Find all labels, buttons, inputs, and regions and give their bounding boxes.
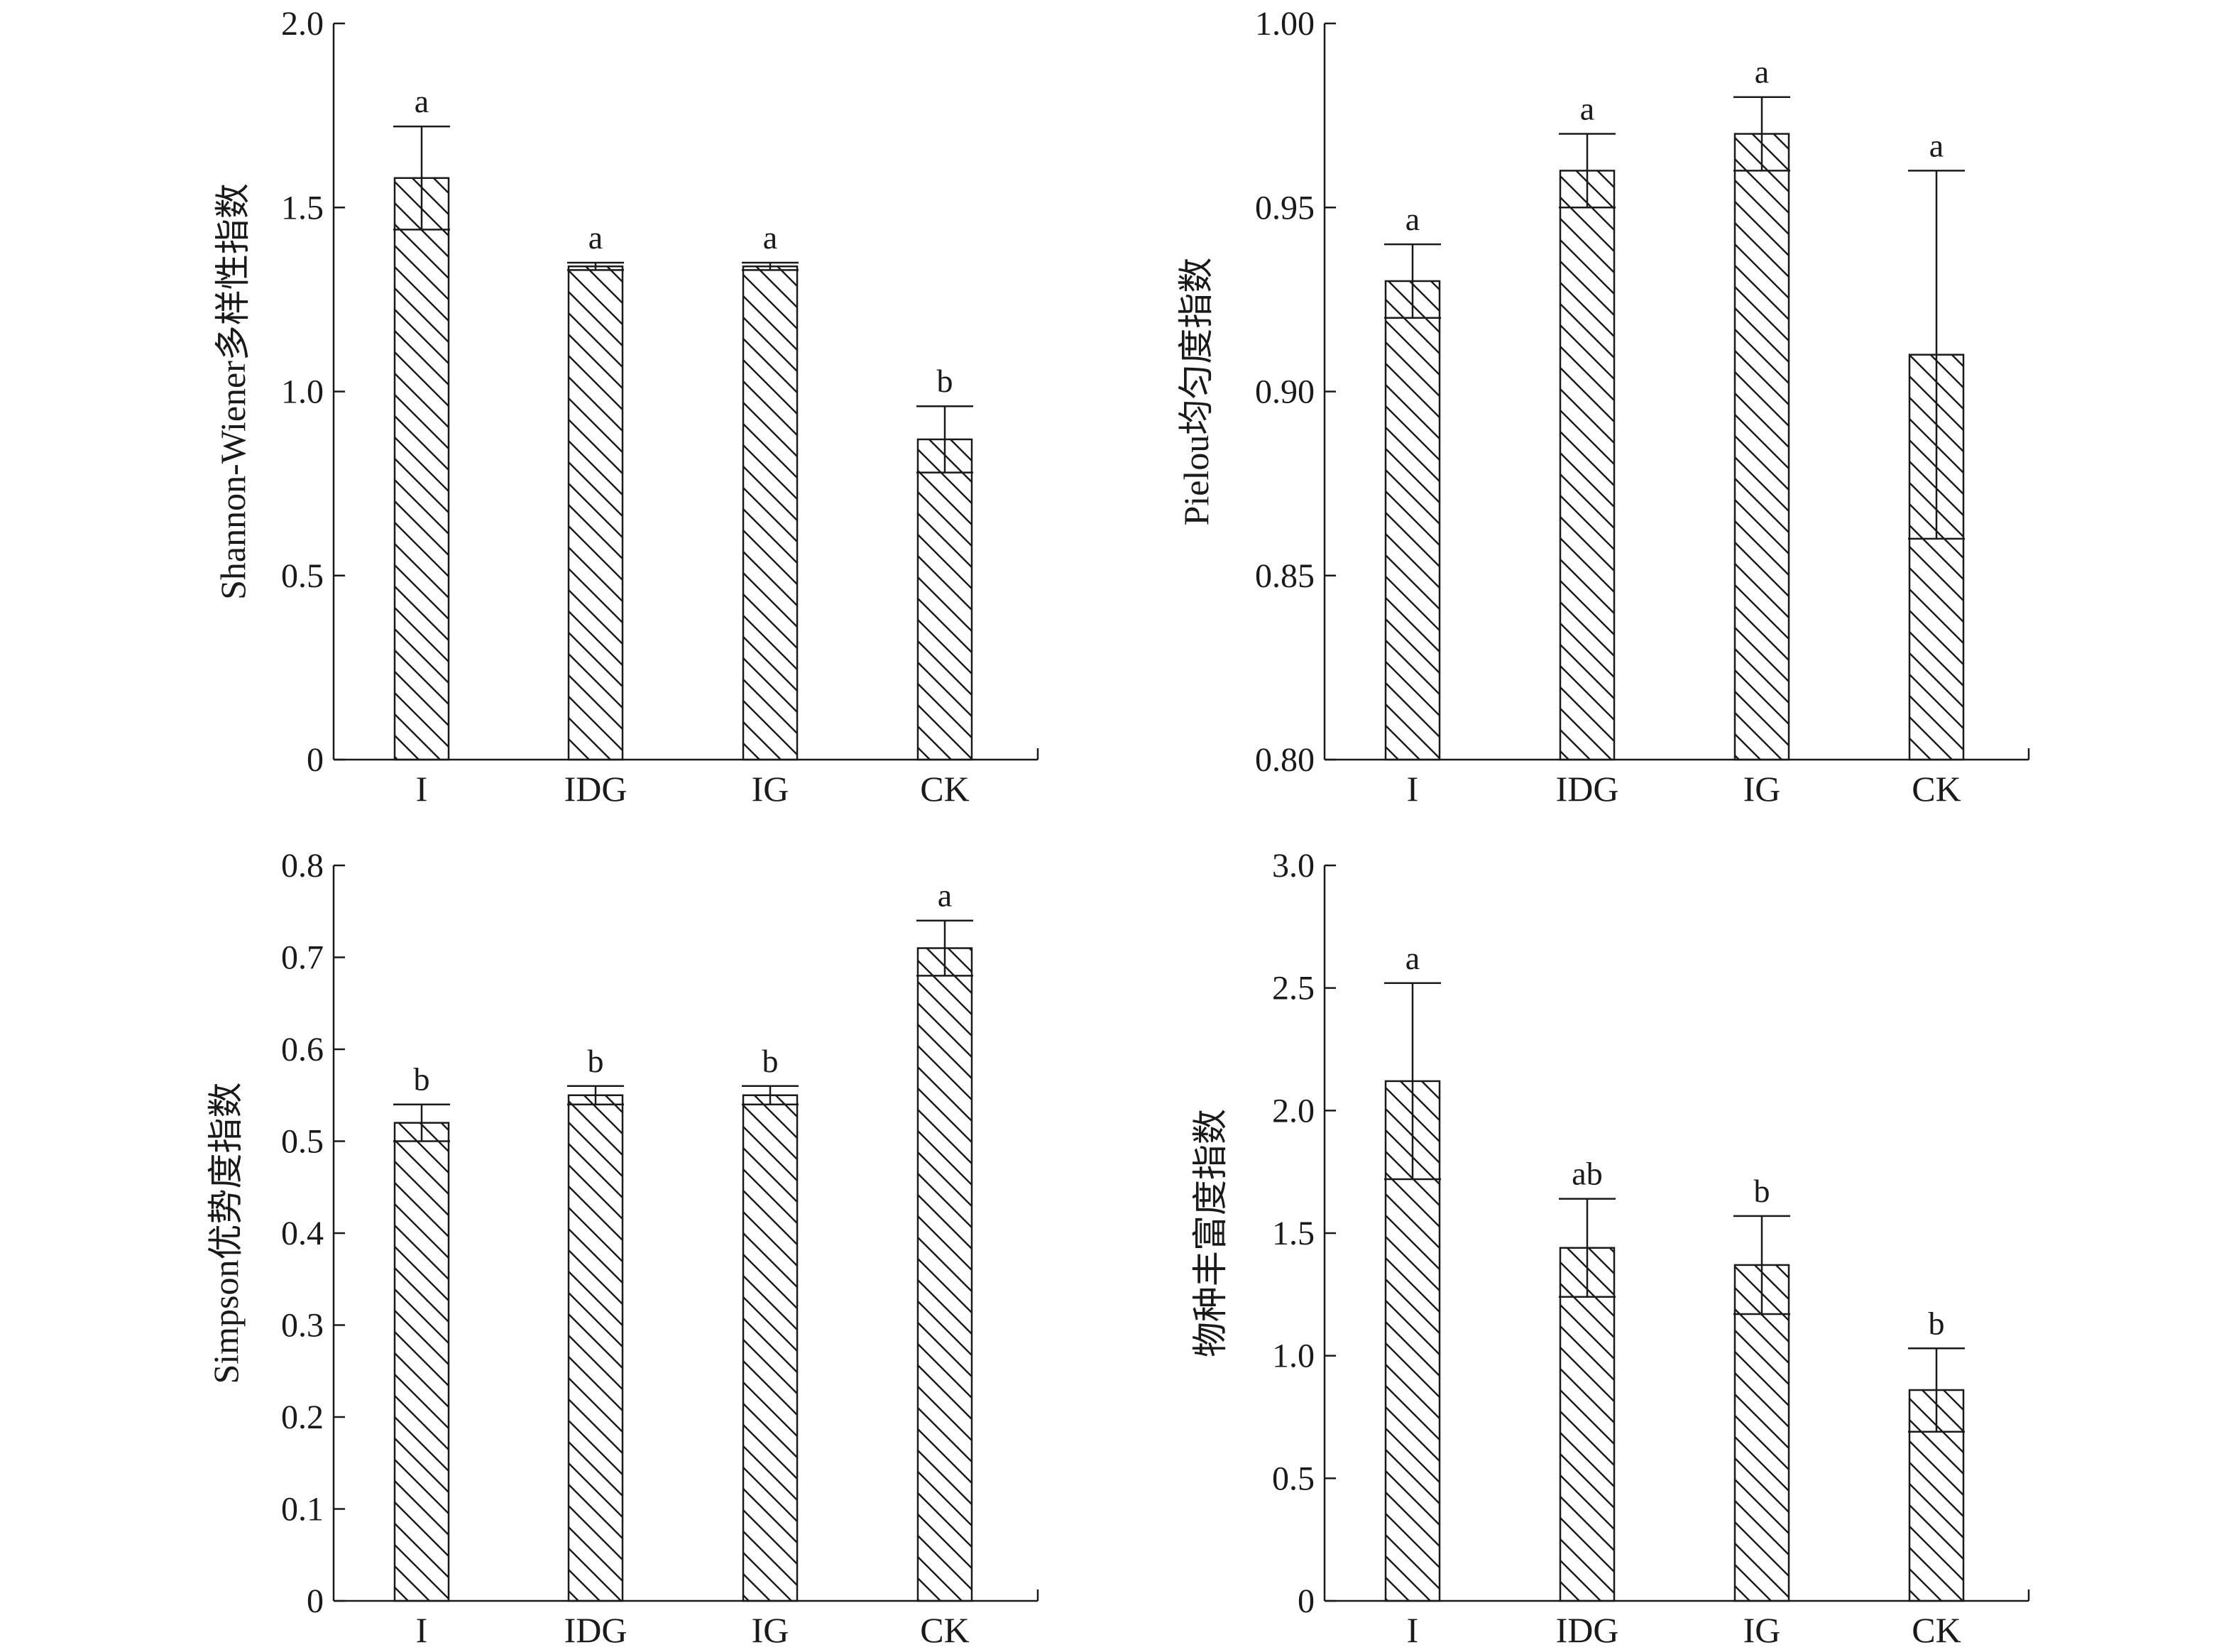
y-tick-label: 1.5 — [281, 189, 324, 226]
y-tick-label: 0.3 — [281, 1307, 324, 1345]
significance-label: a — [588, 219, 603, 256]
x-tick-label: IG — [1743, 1610, 1781, 1650]
bar-idg — [567, 265, 624, 761]
y-tick-label: 0.95 — [1255, 189, 1315, 226]
chart-panel-2: 0.80 0.85 0.90 0.95 1.00 Pielou均匀度指数 a Ia IDG a IG… — [1176, 5, 2030, 809]
y-tick-label: 0 — [1298, 1582, 1315, 1620]
x-tick-label: CK — [1912, 769, 1961, 809]
bar-i — [393, 177, 450, 761]
bar-ck — [916, 947, 973, 1602]
x-tick-label: I — [1407, 769, 1419, 809]
chart-panel-4: 0 0.5 1.0 1.5 2.0 2.5 3.0 物种丰富度指数 a Iab IDG b IG b CK — [1190, 847, 2030, 1650]
y-tick-label: 0.5 — [281, 1123, 324, 1161]
error-bar-idg — [567, 1085, 624, 1105]
y-tick-label: 0.1 — [281, 1491, 324, 1528]
x-tick-label: CK — [920, 1610, 969, 1650]
y-tick-label: 3.0 — [1272, 847, 1315, 885]
error-bar-i — [1384, 243, 1441, 319]
y-tick-label: 2.5 — [1272, 970, 1315, 1007]
significance-label: a — [1755, 54, 1769, 90]
significance-label: b — [1754, 1173, 1770, 1209]
y-tick-label: 0.8 — [281, 847, 324, 885]
x-tick-label: CK — [1912, 1610, 1961, 1650]
y-tick-label: 0.80 — [1255, 741, 1315, 779]
x-tick-label: IDG — [564, 769, 627, 809]
y-tick-label: 2.0 — [1272, 1092, 1315, 1129]
y-tick-label: 0.4 — [281, 1215, 324, 1252]
error-bar-ck — [1908, 1347, 1965, 1433]
y-tick-label: 0 — [307, 741, 324, 779]
significance-label: b — [762, 1043, 779, 1079]
bar-ig — [1733, 1264, 1790, 1602]
y-tick-label: 0.6 — [281, 1031, 324, 1068]
error-bar-ig — [742, 1085, 799, 1105]
error-bar-ck — [916, 919, 973, 977]
significance-label: a — [1929, 127, 1944, 163]
significance-label: a — [1405, 940, 1420, 976]
error-bar-i — [393, 1103, 450, 1142]
significance-label: a — [938, 877, 952, 914]
bar-idg — [1559, 1247, 1616, 1602]
x-tick-label: IG — [752, 769, 789, 809]
significance-label: a — [1405, 201, 1420, 237]
chart-panel-1: 0 0.5 1.0 1.5 2.0 Shannon-Wiener多样性指数 a Ia IDG a I… — [213, 5, 1039, 809]
bar-ig — [742, 1094, 799, 1602]
error-bar-idg — [1559, 133, 1616, 209]
bar-idg — [1559, 170, 1616, 761]
x-tick-label: IDG — [1556, 1610, 1619, 1650]
y-tick-label: 0.2 — [281, 1399, 324, 1436]
error-bar-idg — [567, 261, 624, 271]
significance-label: b — [1929, 1305, 1945, 1341]
bar-ig — [742, 265, 799, 761]
x-tick-label: I — [1407, 1610, 1419, 1650]
significance-label: a — [763, 219, 777, 256]
y-tick-label: 1.00 — [1255, 5, 1315, 43]
x-tick-label: I — [416, 769, 428, 809]
y-axis-title: 物种丰富度指数 — [1190, 1109, 1230, 1357]
error-bar-ig — [742, 261, 799, 271]
significance-label: ab — [1572, 1156, 1602, 1192]
error-bar-ig — [1733, 96, 1790, 172]
y-tick-label: 0.5 — [281, 557, 324, 595]
y-tick-label: 0.85 — [1255, 557, 1315, 595]
significance-label: a — [415, 83, 429, 119]
y-tick-label: 2.0 — [281, 5, 324, 43]
bar-idg — [567, 1094, 624, 1602]
y-tick-label: 0.90 — [1255, 373, 1315, 411]
error-bar-ck — [1908, 170, 1965, 540]
error-bar-ig — [1733, 1215, 1790, 1315]
error-bar-idg — [1559, 1198, 1616, 1298]
y-tick-label: 0.5 — [1272, 1460, 1315, 1497]
y-tick-label: 1.0 — [1272, 1338, 1315, 1375]
bar-i — [393, 1122, 450, 1602]
significance-label: a — [1580, 91, 1594, 127]
chart-panel-3: 0 0.1 0.2 0.3 0.4 0.5 0.6 0.7 0.8 Simpson优势度指数 b Ib… — [206, 847, 1039, 1650]
error-bar-i — [1384, 982, 1441, 1181]
x-tick-label: IG — [752, 1610, 789, 1650]
bar-i — [1384, 280, 1441, 761]
error-bar-i — [393, 125, 450, 231]
significance-label: b — [937, 363, 953, 399]
x-tick-label: CK — [920, 769, 969, 809]
bar-ck — [916, 438, 973, 761]
y-tick-label: 1.5 — [1272, 1215, 1315, 1252]
y-axis-title: Simpson优势度指数 — [206, 1082, 246, 1384]
y-axis-title: Shannon-Wiener多样性指数 — [213, 183, 253, 600]
x-tick-label: IDG — [1556, 769, 1619, 809]
error-bar-ck — [916, 405, 973, 474]
y-tick-label: 0.7 — [281, 939, 324, 977]
y-axis-title: Pielou均匀度指数 — [1176, 258, 1216, 526]
significance-label: b — [414, 1061, 430, 1098]
x-tick-label: I — [416, 1610, 428, 1650]
x-tick-label: IDG — [564, 1610, 627, 1650]
significance-label: b — [588, 1043, 604, 1079]
x-tick-label: IG — [1743, 769, 1781, 809]
bar-ig — [1733, 133, 1790, 761]
y-tick-label: 0 — [307, 1582, 324, 1620]
y-tick-label: 1.0 — [281, 373, 324, 411]
